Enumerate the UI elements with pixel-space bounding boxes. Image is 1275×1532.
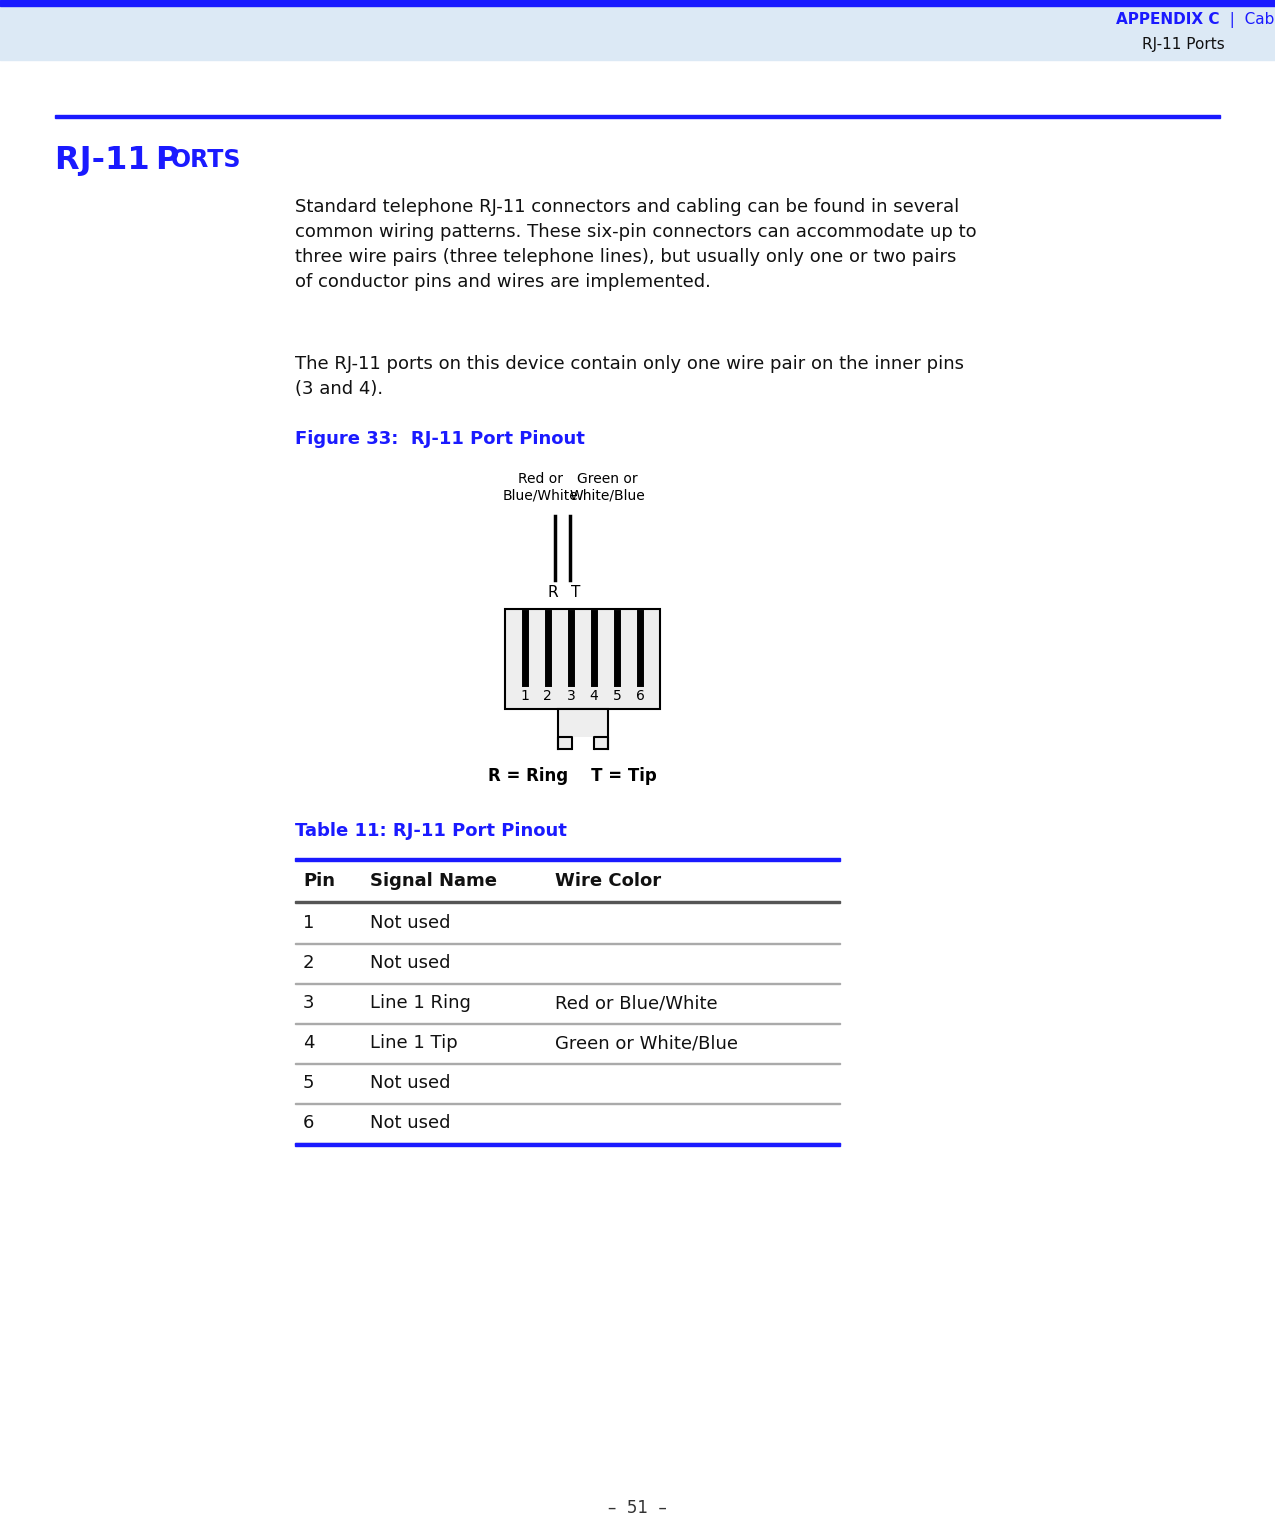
Bar — [505, 610, 660, 709]
Text: P: P — [156, 146, 178, 176]
Bar — [295, 858, 840, 861]
Text: Green or
White/Blue: Green or White/Blue — [569, 472, 645, 502]
Bar — [0, 0, 1275, 60]
Bar — [0, 0, 1275, 6]
Text: R = Ring    T = Tip: R = Ring T = Tip — [488, 768, 657, 784]
Text: APPENDIX C: APPENDIX C — [1117, 12, 1220, 28]
Text: 5: 5 — [303, 1074, 315, 1092]
Bar — [55, 115, 1220, 118]
Text: Wire Color: Wire Color — [555, 872, 662, 890]
Text: Table 11: RJ-11 Port Pinout: Table 11: RJ-11 Port Pinout — [295, 823, 567, 840]
Text: Not used: Not used — [370, 1114, 450, 1132]
Text: RJ-11: RJ-11 — [55, 146, 161, 176]
Text: Standard telephone RJ-11 connectors and cabling can be found in several
common w: Standard telephone RJ-11 connectors and … — [295, 198, 977, 291]
Text: 2: 2 — [303, 954, 315, 971]
Text: Not used: Not used — [370, 915, 450, 931]
Text: 5: 5 — [613, 689, 622, 703]
Text: 1: 1 — [303, 915, 315, 931]
Text: ORTS: ORTS — [171, 149, 241, 172]
Bar — [557, 709, 607, 749]
Text: –  51  –: – 51 – — [608, 1498, 667, 1517]
Text: The RJ-11 ports on this device contain only one wire pair on the inner pins
(3 a: The RJ-11 ports on this device contain o… — [295, 355, 964, 398]
Text: 1: 1 — [520, 689, 529, 703]
Text: Not used: Not used — [370, 954, 450, 971]
Text: Red or
Blue/White: Red or Blue/White — [502, 472, 578, 502]
Text: |  Cables and Pinouts: | Cables and Pinouts — [1220, 12, 1275, 28]
Text: RJ-11 Ports: RJ-11 Ports — [1142, 37, 1225, 52]
Text: 6: 6 — [303, 1114, 315, 1132]
Text: Green or White/Blue: Green or White/Blue — [555, 1034, 738, 1052]
Text: Signal Name: Signal Name — [370, 872, 497, 890]
Text: Line 1 Tip: Line 1 Tip — [370, 1034, 458, 1052]
Bar — [571, 737, 593, 751]
Text: R: R — [548, 585, 558, 601]
Text: 3: 3 — [566, 689, 575, 703]
Text: Line 1 Ring: Line 1 Ring — [370, 994, 470, 1013]
Text: Pin: Pin — [303, 872, 335, 890]
Text: Figure 33:  RJ-11 Port Pinout: Figure 33: RJ-11 Port Pinout — [295, 430, 585, 447]
Text: Red or Blue/White: Red or Blue/White — [555, 994, 718, 1013]
Text: Not used: Not used — [370, 1074, 450, 1092]
Text: 2: 2 — [543, 689, 552, 703]
Text: 3: 3 — [303, 994, 315, 1013]
Text: 6: 6 — [636, 689, 645, 703]
Text: T: T — [571, 585, 580, 601]
Text: 4: 4 — [303, 1034, 315, 1052]
Text: 4: 4 — [590, 689, 598, 703]
Bar — [295, 1143, 840, 1146]
